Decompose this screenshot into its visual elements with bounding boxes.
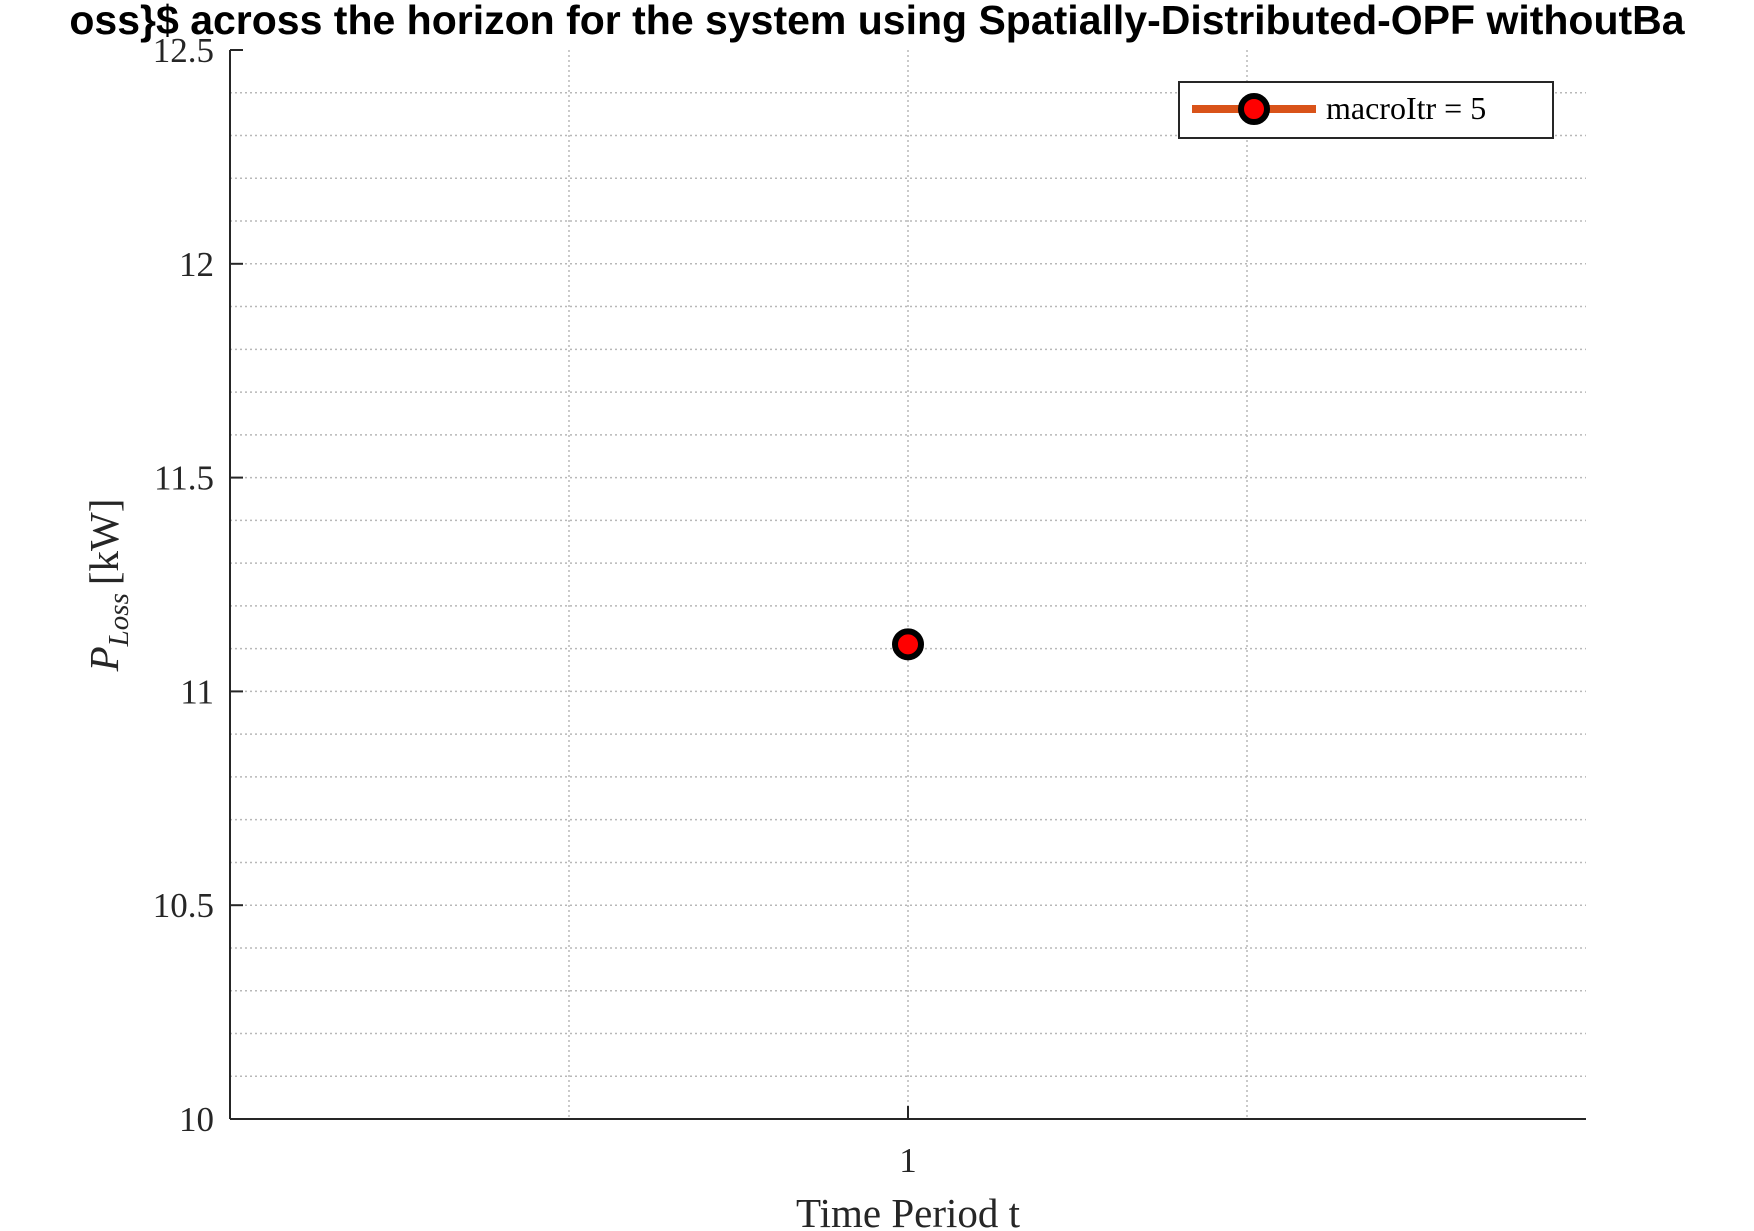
y-tick-label: 10.5 bbox=[153, 886, 214, 925]
series-layer bbox=[892, 628, 924, 661]
y-tick-label: 10 bbox=[179, 1100, 214, 1139]
x-tick-label: 1 bbox=[899, 1141, 917, 1180]
y-tick-label: 12.5 bbox=[153, 31, 214, 70]
y-axis-label-unit: [kW] bbox=[81, 499, 127, 586]
y-tick-label: 11 bbox=[180, 672, 214, 711]
y-axis-label: PLoss [kW] bbox=[81, 499, 135, 673]
legend-entry-label: macroItr = 5 bbox=[1326, 90, 1486, 126]
data-point bbox=[892, 628, 924, 661]
x-axis-label: Time Period t bbox=[796, 1190, 1021, 1231]
ticks-layer: 10 10.5 11 11.5 12 12.5 1 bbox=[153, 31, 917, 1180]
y-tick-label: 11.5 bbox=[154, 459, 214, 498]
chart-title: oss}$ across the horizon for the system … bbox=[69, 0, 1685, 43]
plot-area: 10 10.5 11 11.5 12 12.5 1 bbox=[153, 31, 1586, 1180]
legend: macroItr = 5 bbox=[1178, 81, 1554, 139]
y-axis-label-base: P bbox=[81, 646, 127, 672]
y-tick-label: 12 bbox=[179, 245, 214, 284]
y-axis-label-sub: Loss bbox=[103, 593, 135, 647]
x-axis-label-text: Time Period t bbox=[796, 1190, 1021, 1231]
legend-marker-sample bbox=[1238, 93, 1270, 125]
